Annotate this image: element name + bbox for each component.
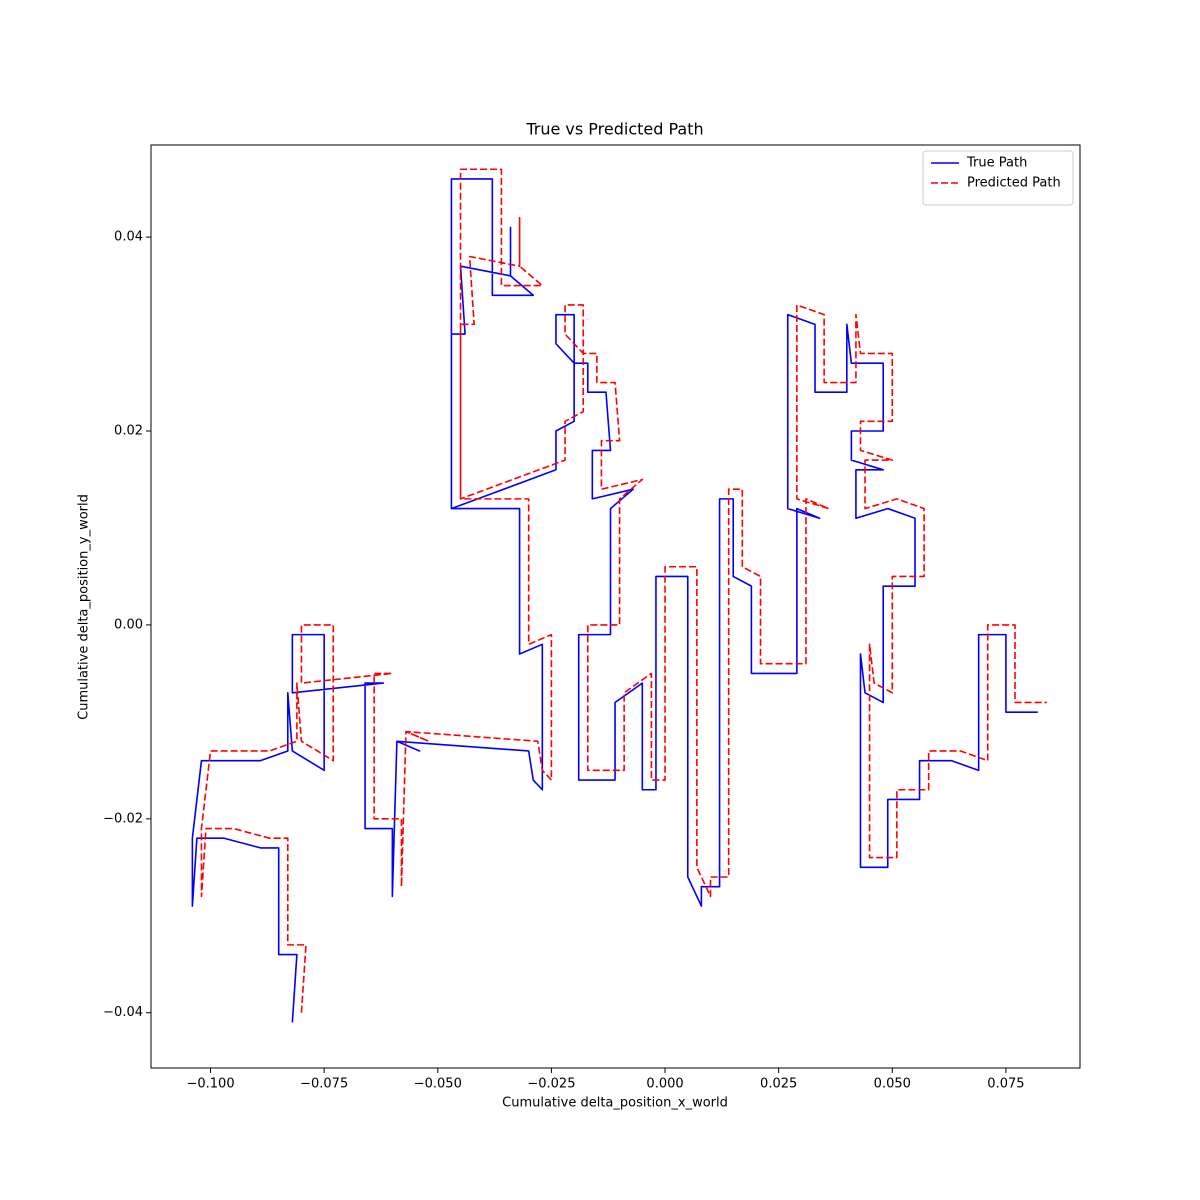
- y-tick-label: 0.02: [114, 424, 143, 439]
- y-tick-label: 0.04: [114, 230, 143, 245]
- legend-box: [922, 150, 1074, 206]
- axes-frame: [150, 144, 1081, 1069]
- x-tick-label: −0.025: [527, 1077, 575, 1092]
- chart-title: True vs Predicted Path: [525, 120, 703, 139]
- y-axis-label: Cumulative delta_position_y_world: [77, 494, 92, 720]
- legend-label: True Path: [966, 156, 1027, 171]
- x-tick-label: −0.075: [300, 1077, 348, 1092]
- x-tick-label: 0.025: [760, 1077, 797, 1092]
- x-tick-label: −0.050: [414, 1077, 462, 1092]
- x-tick-label: 0.000: [646, 1077, 683, 1092]
- x-axis-label: Cumulative delta_position_x_world: [502, 1096, 728, 1111]
- x-tick-label: −0.100: [186, 1077, 234, 1092]
- y-tick-label: −0.02: [103, 811, 143, 826]
- legend-label: Predicted Path: [967, 176, 1061, 191]
- plot-area: −0.100 −0.075 −0.050 −0.025 0.000 0.025 0.050 0…: [103, 144, 1081, 1092]
- x-tick-label: 0.050: [874, 1077, 911, 1092]
- x-tick-label: 0.075: [987, 1077, 1024, 1092]
- series-line: [200, 168, 1047, 1013]
- y-tick-label: −0.04: [103, 1005, 143, 1020]
- y-tick-label: 0.00: [114, 617, 143, 632]
